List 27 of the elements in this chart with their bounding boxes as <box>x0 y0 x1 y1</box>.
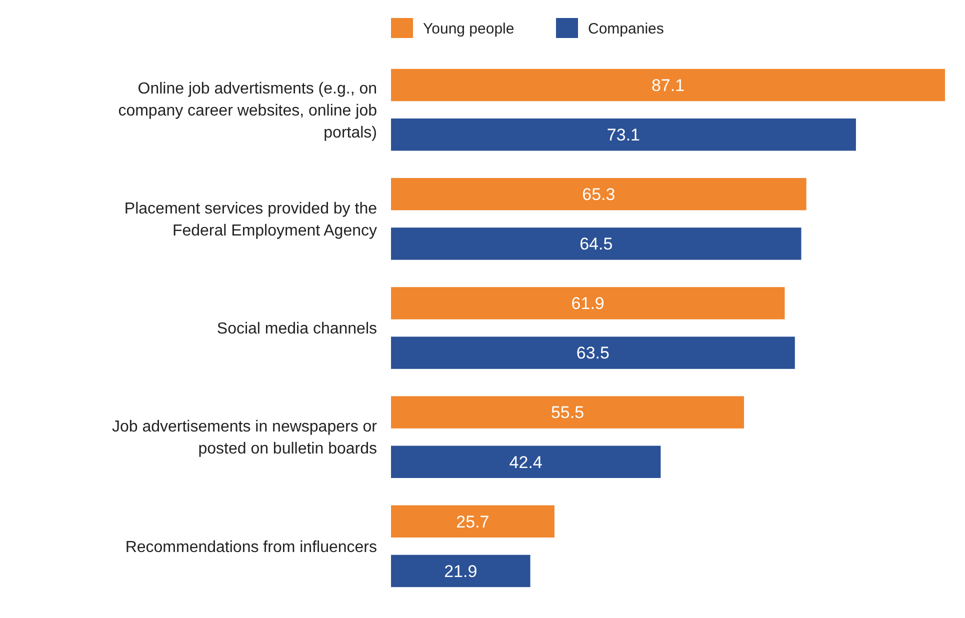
y-tick-label: Social media channels <box>216 320 377 338</box>
data-label: 25.7 <box>456 512 490 532</box>
data-label: 64.5 <box>580 234 613 254</box>
data-label: 87.1 <box>651 76 685 95</box>
legend-label: Companies <box>588 20 664 38</box>
data-label: 42.4 <box>509 452 542 472</box>
bar <box>391 118 856 151</box>
bar <box>391 554 530 588</box>
bar <box>391 336 795 369</box>
bar <box>391 228 802 260</box>
y-tick-label: Online job advertisments (e.g., on company career websites, online job portals) <box>118 80 378 142</box>
y-tick-label: Job advertisements in newspapers or posted on bulletin boards <box>112 418 378 458</box>
bar <box>391 396 744 428</box>
y-tick-label: Recommendations from influencers <box>125 538 377 556</box>
legend-label: Young people <box>423 20 514 38</box>
bar <box>391 446 661 478</box>
y-tick-label: Placement services provided by the Federal Employment Agency <box>124 200 378 240</box>
bar <box>391 505 554 538</box>
bar <box>391 287 785 320</box>
data-label: 73.1 <box>606 126 640 145</box>
bar <box>391 68 945 102</box>
data-label: 61.9 <box>571 294 604 314</box>
data-label: 65.3 <box>582 185 616 204</box>
data-label: 21.9 <box>444 562 478 581</box>
data-label: 55.5 <box>550 403 584 422</box>
data-label: 63.5 <box>576 344 610 363</box>
bar <box>391 178 806 210</box>
